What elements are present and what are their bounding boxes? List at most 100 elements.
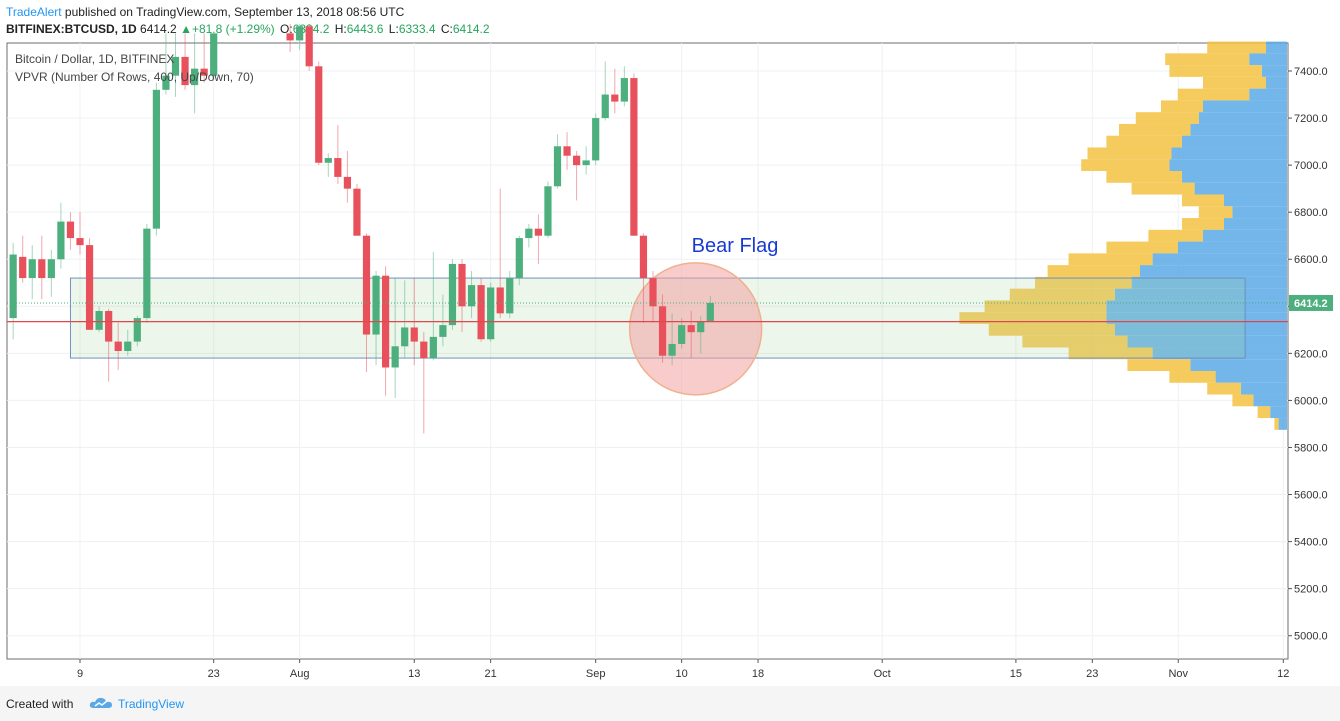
vp-up-bar xyxy=(1253,394,1287,407)
candle xyxy=(573,151,581,201)
tradingview-link[interactable]: TradingView xyxy=(118,697,185,711)
last-price-value: 6414.2 xyxy=(140,22,177,36)
legend-indicator: VPVR (Number Of Rows, 400, Up/Down, 70) xyxy=(15,70,254,84)
tradingview-cloud-icon xyxy=(89,697,112,708)
candle xyxy=(687,311,695,359)
candle-body xyxy=(448,263,457,326)
candle-body xyxy=(162,75,170,90)
symbol-label: BITFINEX:BTCUSD, 1D xyxy=(6,22,137,36)
vp-up-bar xyxy=(1261,65,1287,77)
candle xyxy=(506,271,514,319)
candle-body xyxy=(95,311,103,330)
candle xyxy=(487,282,495,342)
x-tick-label: 21 xyxy=(485,668,497,680)
candlestick-series xyxy=(9,23,714,434)
candle xyxy=(649,271,657,323)
vp-up-bar xyxy=(1190,359,1287,372)
vp-up-bar xyxy=(1190,123,1287,136)
candle xyxy=(334,125,342,184)
candle-body xyxy=(429,336,437,359)
candle-body xyxy=(19,256,27,279)
candle xyxy=(534,214,542,264)
y-tick-label: 6600.0 xyxy=(1294,254,1328,266)
close-label: C: xyxy=(440,22,453,36)
vp-down-bar xyxy=(1135,112,1199,124)
vp-down-bar xyxy=(1198,206,1233,219)
vp-up-bar xyxy=(1171,147,1287,160)
vp-down-bar xyxy=(1068,347,1153,360)
vp-up-bar xyxy=(1278,418,1287,430)
low-value: 6333.4 xyxy=(398,22,436,36)
vp-up-bar xyxy=(1249,88,1287,101)
candle-body xyxy=(143,228,151,319)
up-triangle-icon: ▲ xyxy=(180,22,192,36)
time-axis[interactable]: 9 23 Aug 13 21 Sep 10 18 Oct 15 23 Nov 12 xyxy=(77,659,1289,680)
candle-body xyxy=(210,33,218,76)
candle-body xyxy=(152,89,160,229)
x-tick-label: Nov xyxy=(1168,668,1188,680)
candle-body xyxy=(458,263,466,307)
candle-body xyxy=(410,327,418,342)
x-tick-label: 12 xyxy=(1277,668,1289,680)
candle xyxy=(639,233,648,323)
author-link[interactable]: TradeAlert xyxy=(6,5,62,19)
x-tick-label: 15 xyxy=(1010,668,1022,680)
vp-up-bar xyxy=(1215,371,1287,383)
candle xyxy=(658,294,667,363)
candle-body xyxy=(124,341,132,352)
price-chart[interactable]: 5000.0 5200.0 5400.0 5600.0 5800.0 6000.0 6200… xyxy=(0,0,1340,686)
candle xyxy=(563,132,571,170)
candle-body xyxy=(38,259,46,279)
candle-body xyxy=(544,186,552,236)
vp-down-bar xyxy=(1257,406,1271,419)
vp-down-bar xyxy=(1148,229,1203,242)
candle-body xyxy=(592,118,600,161)
vp-down-bar xyxy=(1169,371,1216,383)
candle-body xyxy=(133,318,141,342)
candle-body xyxy=(420,341,428,359)
vp-down-bar xyxy=(984,300,1107,313)
y-tick-label: 7200.0 xyxy=(1294,113,1328,125)
vp-up-bar xyxy=(1131,276,1287,289)
vp-down-bar xyxy=(1068,253,1153,266)
candle xyxy=(28,245,36,300)
vp-up-bar xyxy=(1249,53,1287,66)
candle-body xyxy=(563,146,571,156)
vp-down-bar xyxy=(1182,194,1224,207)
candle-body xyxy=(76,238,84,246)
candle-body xyxy=(706,302,714,322)
candle xyxy=(162,33,170,95)
candle xyxy=(353,183,361,236)
y-tick-label: 5600.0 xyxy=(1294,490,1328,502)
candle-body xyxy=(343,176,351,189)
vp-up-bar xyxy=(1266,76,1287,89)
change-value: +81.8 (+1.29%) xyxy=(191,22,275,36)
vp-up-bar xyxy=(1106,300,1287,313)
candle xyxy=(191,33,199,114)
vp-down-bar xyxy=(1169,65,1262,77)
candle-body xyxy=(611,94,619,102)
candle xyxy=(372,271,380,366)
candle-body xyxy=(639,235,648,279)
candle-body xyxy=(334,158,342,177)
vp-down-bar xyxy=(1106,241,1178,254)
publish-line: TradeAlert published on TradingView.com,… xyxy=(6,5,404,19)
candle xyxy=(525,223,533,248)
x-tick-label: 18 xyxy=(752,668,764,680)
candle-body xyxy=(477,285,485,340)
vp-down-bar xyxy=(959,312,1107,324)
price-axis[interactable]: 5000.0 5200.0 5400.0 5600.0 5800.0 6000.0 6200… xyxy=(1288,66,1333,643)
candle xyxy=(315,61,323,166)
vp-down-bar xyxy=(1161,100,1203,113)
vp-up-bar xyxy=(1270,406,1287,419)
created-with-text: Created with xyxy=(6,697,74,711)
vp-up-bar xyxy=(1240,382,1287,395)
last-price-badge xyxy=(1289,294,1333,311)
candle xyxy=(420,332,428,434)
high-value: 6443.6 xyxy=(346,22,384,36)
candle xyxy=(611,68,619,114)
candle xyxy=(95,306,103,333)
candle-body xyxy=(181,56,189,86)
candle xyxy=(171,33,180,97)
y-tick-label: 7400.0 xyxy=(1294,66,1328,78)
